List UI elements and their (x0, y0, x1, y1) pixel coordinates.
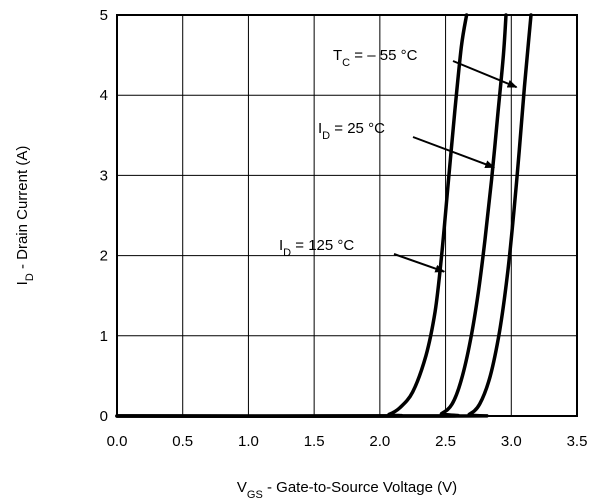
plot-frame (116, 14, 578, 417)
annotations: TC = – 55 °C ID = 25 °C ID = 125 °C (279, 47, 518, 273)
series-line (115, 13, 469, 418)
series-line (115, 13, 508, 418)
x-tick-label: 0.5 (172, 433, 193, 450)
x-tick-label: 0.0 (107, 433, 128, 450)
annotation-arrow (412, 136, 496, 169)
x-tick-label: 2.5 (435, 433, 456, 450)
x-tick-label: 3.0 (501, 433, 522, 450)
y-tick-label: 0 (100, 408, 108, 425)
y-tick-labels: 0 1 2 3 4 5 (100, 7, 108, 425)
curves (115, 13, 533, 418)
y-tick-label: 5 (100, 7, 108, 24)
y-tick-label: 2 (100, 248, 108, 265)
grid (117, 15, 577, 416)
y-tick-label: 1 (100, 328, 108, 345)
annotation-arrow (452, 60, 518, 89)
x-tick-label: 1.5 (304, 433, 325, 450)
annotation-label: ID = 25 °C (318, 120, 385, 142)
annotation-arrow (393, 253, 446, 273)
x-tick-label: 1.0 (238, 433, 259, 450)
y-tick-label: 3 (100, 167, 108, 184)
annotation-label: TC = – 55 °C (333, 47, 418, 69)
x-tick-label: 2.0 (369, 433, 390, 450)
x-tick-labels: 0.0 0.5 1.0 1.5 2.0 2.5 3.0 3.5 (107, 433, 588, 450)
x-axis-label: VGS - Gate-to-Source Voltage (V) (237, 479, 457, 500)
y-axis-label: ID - Drain Current (A) (14, 146, 36, 286)
x-tick-label: 3.5 (567, 433, 588, 450)
annotation-label: ID = 125 °C (279, 237, 354, 259)
y-tick-label: 4 (100, 87, 108, 104)
